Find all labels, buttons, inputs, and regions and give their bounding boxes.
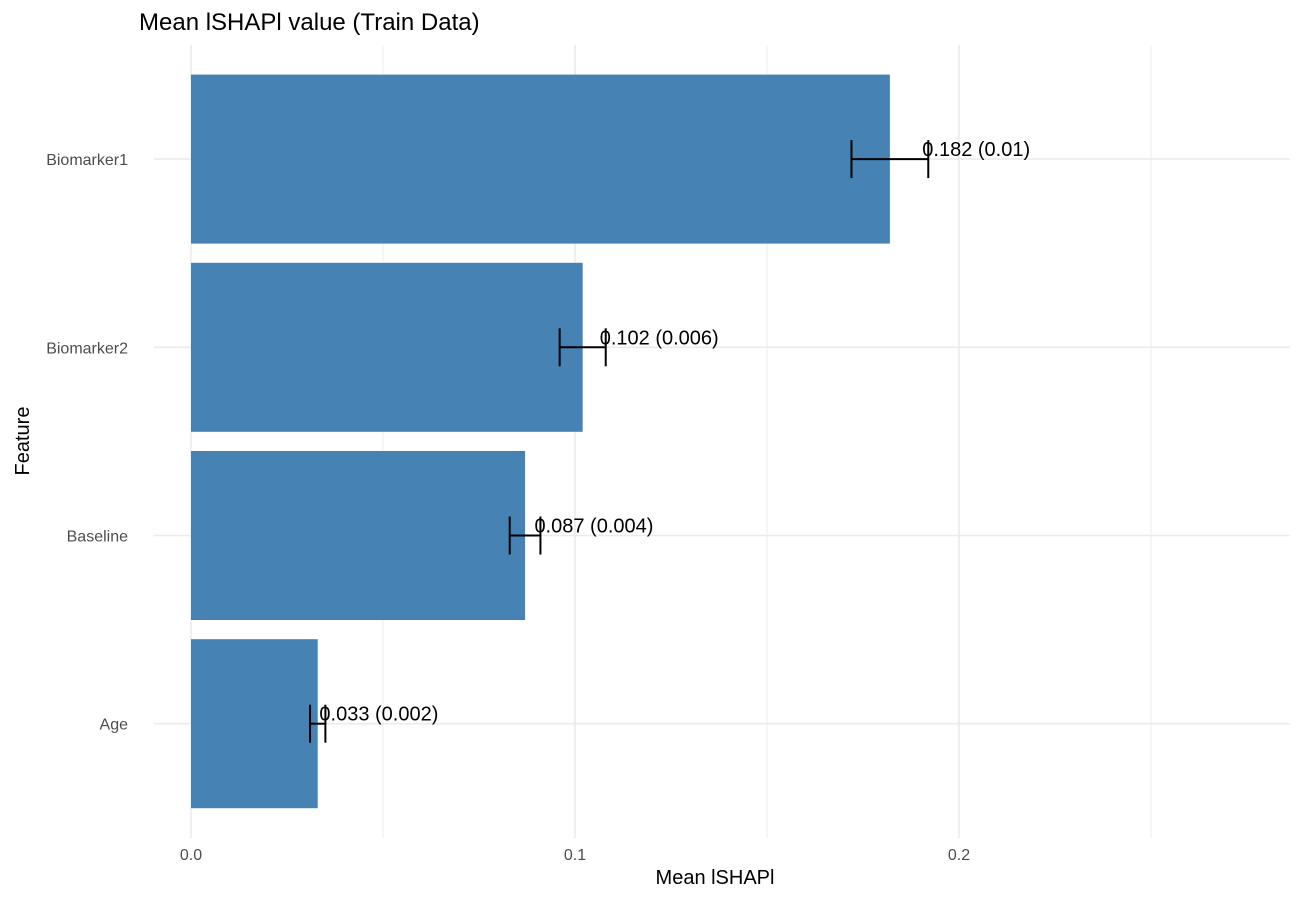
error-bar-age — [309, 704, 327, 743]
chart-title: Mean lSHAPl value (Train Data) — [139, 9, 480, 36]
x-tick-labels: 0.0 0.1 0.2 — [180, 847, 970, 864]
error-bar-biomarker2 — [558, 328, 607, 367]
x-tick-label-1: 0.1 — [564, 847, 586, 864]
x-axis-title: Mean lSHAPl — [656, 867, 775, 889]
x-tick-label-2: 0.2 — [948, 847, 970, 864]
y-tick-label-biomarker1: Biomarker1 — [46, 152, 128, 169]
bar-biomarker1 — [191, 74, 890, 244]
y-tick-label-biomarker2: Biomarker2 — [46, 340, 128, 357]
bar-baseline — [191, 451, 526, 620]
value-label-biomarker2: 0.102 (0.006) — [600, 327, 719, 349]
x-tick-label-0: 0.0 — [180, 847, 202, 864]
error-bars-group — [309, 140, 930, 743]
bar-age — [191, 639, 318, 809]
error-bar-biomarker1 — [850, 140, 930, 179]
y-axis-title: Feature — [12, 407, 34, 476]
bar-biomarker2 — [191, 262, 583, 432]
bars-group — [191, 74, 890, 809]
y-tick-label-baseline: Baseline — [67, 529, 128, 546]
y-tick-label-age: Age — [100, 717, 129, 734]
value-label-biomarker1: 0.182 (0.01) — [922, 139, 1030, 161]
value-labels-group: 0.182 (0.01) 0.102 (0.006) 0.087 (0.004) 0.… — [319, 139, 1030, 726]
value-label-baseline: 0.087 (0.004) — [534, 516, 653, 538]
y-tick-labels: Biomarker1 Biomarker2 Baseline Age — [46, 152, 128, 734]
value-label-age: 0.033 (0.002) — [319, 704, 438, 726]
error-bar-baseline — [508, 516, 542, 555]
